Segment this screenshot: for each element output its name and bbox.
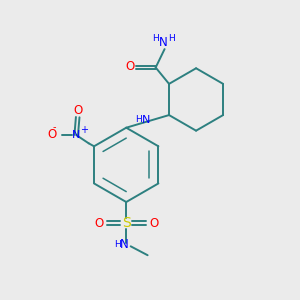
Text: +: + bbox=[80, 125, 88, 135]
Text: S: S bbox=[122, 216, 130, 230]
Text: H: H bbox=[168, 34, 175, 43]
Text: O: O bbox=[47, 128, 56, 141]
Text: O: O bbox=[125, 60, 134, 74]
Text: N: N bbox=[142, 115, 150, 125]
Text: H: H bbox=[135, 116, 142, 124]
Text: O: O bbox=[94, 217, 104, 230]
Text: N: N bbox=[120, 238, 129, 251]
Text: N: N bbox=[159, 36, 167, 49]
Text: H: H bbox=[115, 240, 121, 249]
Text: O: O bbox=[149, 217, 158, 230]
Text: H: H bbox=[152, 34, 159, 43]
Text: O: O bbox=[73, 104, 82, 117]
Text: N: N bbox=[72, 130, 80, 140]
Text: -: - bbox=[52, 122, 56, 132]
